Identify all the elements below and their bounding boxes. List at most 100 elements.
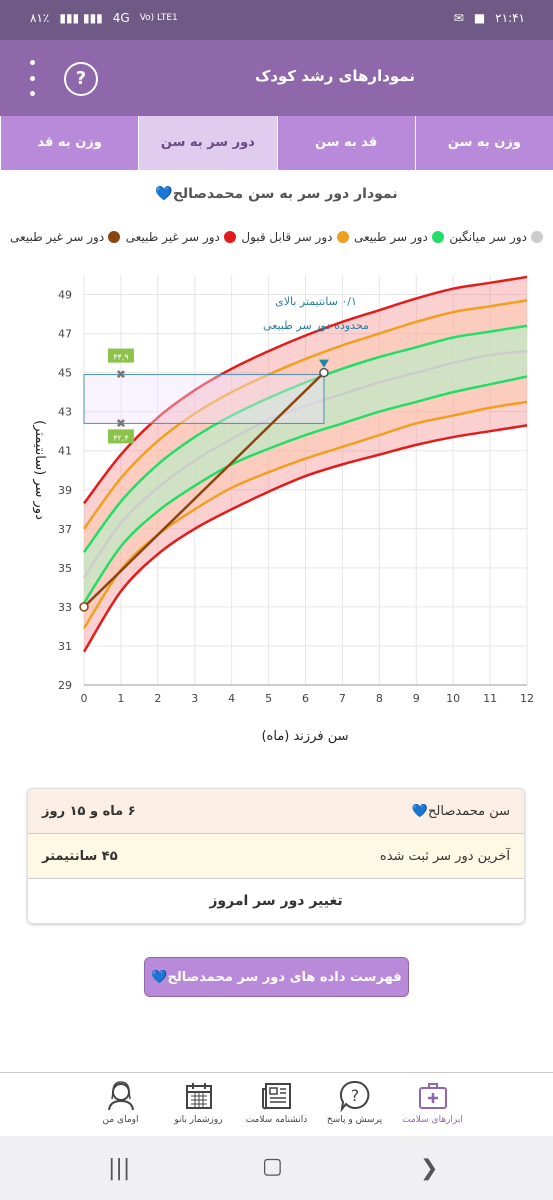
nav-label: ابزارهای سلامت bbox=[402, 1115, 463, 1125]
last-measure-row: آخرین دور سر ثبت شده ۴۵ سانتیمتر bbox=[28, 834, 524, 879]
x-tick-label: 8 bbox=[376, 692, 383, 705]
page-title: نمودارهای رشد کودک bbox=[254, 67, 415, 85]
nav-label: اومای من bbox=[102, 1115, 139, 1125]
legend-item: دور سر قابل قبول bbox=[241, 230, 349, 244]
x-tick-label: 6 bbox=[302, 692, 309, 705]
carrier-label: Vo) LTE1 bbox=[139, 13, 178, 23]
x-tick-label: 3 bbox=[191, 692, 198, 705]
x-tick-label: 12 bbox=[520, 692, 534, 705]
change-head-button[interactable]: تغییر دور سر امروز bbox=[28, 879, 524, 923]
high-range-marker: ✖ bbox=[116, 368, 126, 382]
tab-weight-for-age[interactable]: وزن به سن bbox=[414, 116, 553, 170]
x-tick-label: 2 bbox=[154, 692, 161, 705]
age-row: سن محمدصالح💙 ۶ ماه و ۱۵ روز bbox=[28, 789, 524, 834]
help-button[interactable]: ? bbox=[64, 62, 98, 96]
last-measure-label: آخرین دور سر ثبت شده bbox=[379, 848, 510, 864]
info-card: سن محمدصالح💙 ۶ ماه و ۱۵ روز آخرین دور سر… bbox=[27, 788, 525, 924]
legend-dot bbox=[531, 231, 543, 243]
signal-icon: ▮▮▮ ▮▮▮ bbox=[59, 11, 103, 25]
nav-health-tools[interactable]: ابزارهای سلامت bbox=[394, 1073, 472, 1136]
bottom-navigation: ابزارهای سلامت ? پرسش و پاسخ دانشنامه سل… bbox=[0, 1072, 553, 1136]
tab-weight-for-height[interactable]: وزن به قد bbox=[0, 116, 138, 170]
legend-label: دور سر غیر طبیعی bbox=[125, 230, 220, 244]
legend-label: دور سر غیر طبیعی bbox=[10, 230, 105, 244]
series-line-orange_high bbox=[82, 299, 528, 530]
nav-qa[interactable]: ? پرسش و پاسخ bbox=[316, 1073, 394, 1136]
x-tick-label: 11 bbox=[483, 692, 497, 705]
legend-label: دور سر قابل قبول bbox=[241, 230, 333, 244]
age-value: ۶ ماه و ۱۵ روز bbox=[42, 803, 136, 819]
y-tick-label: 29 bbox=[58, 679, 72, 692]
message-icon: ■ bbox=[473, 11, 486, 25]
y-axis-label: دور سر (سانتیمتر) bbox=[32, 420, 47, 520]
normal-band bbox=[84, 325, 527, 603]
system-navigation-bar: ||| ▢ ❯ bbox=[0, 1136, 553, 1200]
clock: ۲۱:۴۱ bbox=[495, 11, 525, 25]
x-tick-label: 7 bbox=[339, 692, 346, 705]
y-tick-label: 41 bbox=[58, 445, 72, 458]
legend-item: دور سر میانگین bbox=[449, 230, 543, 244]
app-bar: ? نمودارهای رشد کودک bbox=[0, 40, 553, 116]
nav-calendar[interactable]: روزشمار بانو bbox=[160, 1073, 238, 1136]
chart-legend: دور سر غیر طبیعی دور سر غیر طبیعی دور سر… bbox=[10, 230, 543, 244]
low-range-label: ۴۲,۴ bbox=[113, 433, 128, 442]
svg-text:?: ? bbox=[350, 1086, 359, 1105]
network-type: 4G bbox=[112, 11, 130, 25]
child-measurement-line bbox=[83, 371, 325, 608]
woman-avatar-icon bbox=[107, 1081, 134, 1111]
tab-head-for-age[interactable]: دور سر به سن bbox=[138, 116, 277, 170]
nav-encyclopedia[interactable]: دانشنامه سلامت bbox=[238, 1073, 316, 1136]
series-line-red_low bbox=[82, 424, 528, 653]
range-label-box bbox=[107, 429, 134, 444]
legend-label: دور سر طبیعی bbox=[354, 230, 428, 244]
y-tick-label: 37 bbox=[58, 523, 72, 536]
series-line-green_low bbox=[82, 375, 528, 604]
x-tick-label: 10 bbox=[446, 692, 460, 705]
legend-label: دور سر میانگین bbox=[449, 230, 527, 244]
legend-item: دور سر غیر طبیعی bbox=[126, 230, 236, 244]
y-tick-label: 35 bbox=[58, 562, 72, 575]
x-tick-label: 5 bbox=[265, 692, 272, 705]
current-marker bbox=[318, 359, 329, 368]
legend-dot bbox=[336, 231, 349, 243]
y-tick-label: 47 bbox=[58, 328, 72, 341]
question-bubble-icon: ? bbox=[339, 1080, 369, 1113]
chart-annotation: محدوده دور سر طبیعی bbox=[263, 319, 369, 332]
nav-label: دانشنامه سلامت bbox=[245, 1115, 308, 1125]
legend-dot bbox=[431, 231, 444, 243]
child-point bbox=[79, 602, 89, 612]
x-tick-label: 0 bbox=[81, 692, 88, 705]
chart-tabs: وزن به سن قد به سن دور سر به سن وزن به ق… bbox=[0, 116, 553, 170]
low-range-marker: ✖ bbox=[116, 416, 126, 430]
first-aid-kit-icon bbox=[418, 1083, 447, 1109]
x-axis-label: سن فرزند (ماه) bbox=[261, 729, 348, 744]
back-icon[interactable]: ❯ bbox=[420, 1156, 439, 1181]
data-list-button[interactable]: فهرست داده های دور سر محمدصالح💙 bbox=[144, 957, 409, 997]
x-tick-label: 4 bbox=[228, 692, 235, 705]
chart-annotation: ۰/۱ سانتیمتر بالای bbox=[275, 295, 357, 308]
nav-my-profile[interactable]: اومای من bbox=[82, 1073, 160, 1136]
normal-range-box bbox=[83, 374, 325, 424]
home-icon[interactable]: ▢ bbox=[262, 1154, 283, 1179]
recent-apps-icon[interactable]: ||| bbox=[108, 1156, 131, 1181]
calendar-icon bbox=[185, 1083, 212, 1109]
tab-height-for-age[interactable]: قد به سن bbox=[276, 116, 415, 170]
newspaper-icon bbox=[261, 1083, 291, 1110]
legend-item: دور سر طبیعی bbox=[354, 230, 444, 244]
range-label-box bbox=[107, 348, 134, 363]
series-line-green_high bbox=[82, 324, 528, 553]
y-tick-label: 31 bbox=[58, 640, 72, 653]
legend-dot bbox=[223, 231, 236, 243]
battery-indicator: ٨١٪ bbox=[30, 11, 50, 25]
series-line-mean bbox=[82, 349, 528, 579]
x-tick-label: 9 bbox=[413, 692, 420, 705]
series-line-red_high bbox=[83, 275, 528, 505]
age-label: سن محمدصالح💙 bbox=[411, 803, 510, 819]
legend-item: دور سر غیر طبیعی bbox=[10, 230, 121, 244]
chart-title: نمودار دور سر به سن محمدصالح💙 bbox=[155, 186, 398, 202]
y-tick-label: 49 bbox=[58, 289, 72, 302]
y-tick-label: 45 bbox=[58, 367, 72, 380]
y-tick-label: 39 bbox=[58, 484, 72, 497]
more-options-icon[interactable] bbox=[24, 60, 40, 96]
